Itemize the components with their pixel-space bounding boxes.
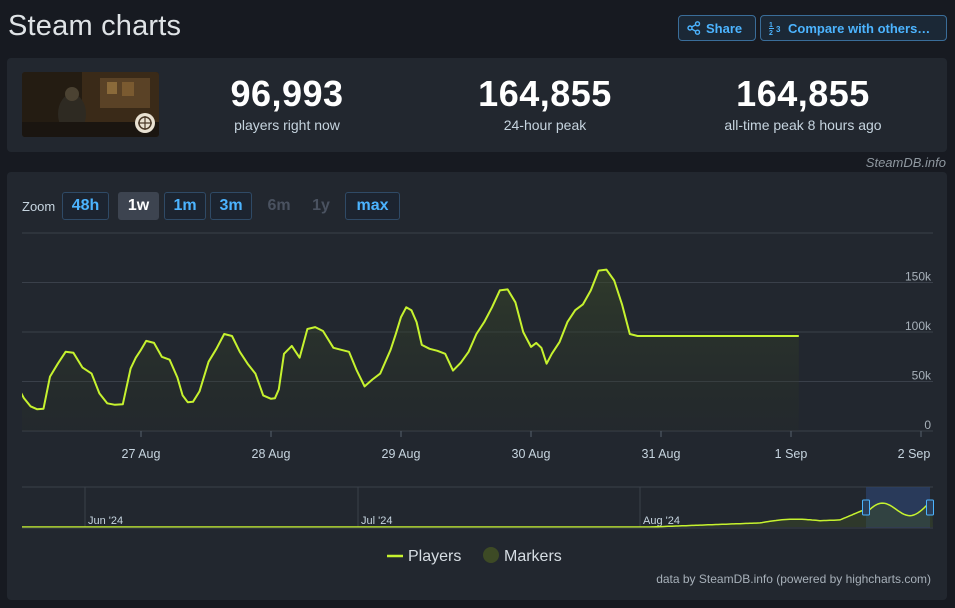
svg-text:3: 3 (776, 25, 781, 34)
stat-24h-peak: 164,855 24-hour peak (445, 73, 645, 134)
stat-all-time-peak: 164,855 all-time peak 8 hours ago (687, 73, 919, 134)
compare-button[interactable]: 1 2 3 Compare with others… (760, 15, 947, 41)
chart-card: Zoom 48h 1w 1m 3m 6m 1y max (7, 172, 947, 600)
game-thumbnail[interactable] (22, 72, 159, 137)
share-label: Share (706, 20, 743, 36)
stat-label: players right now (234, 117, 340, 133)
zoom-label: Zoom (22, 199, 56, 214)
stat-label: 24-hour peak (503, 117, 587, 133)
watermark: SteamDB.info (865, 155, 946, 170)
compare-icon: 1 2 3 (769, 22, 781, 36)
zoom-button-1m[interactable]: 1m (164, 192, 206, 220)
zoom-button-1w[interactable]: 1w (118, 192, 159, 220)
stat-value: 164,855 (736, 73, 870, 114)
zoom-button-48h[interactable]: 48h (62, 192, 109, 220)
svg-text:1: 1 (769, 22, 773, 29)
zoom-button-3m[interactable]: 3m (210, 192, 252, 220)
stat-label: all-time peak 8 hours ago (724, 117, 882, 133)
stat-value: 96,993 (230, 73, 344, 114)
zoom-button-6m: 6m (267, 197, 291, 214)
page-title: Steam charts (8, 10, 182, 42)
svg-text:2: 2 (769, 30, 773, 36)
stats-card: 96,993 players right now 164,855 24-hour… (7, 58, 947, 152)
share-button[interactable]: Share (678, 15, 756, 41)
stat-value: 164,855 (478, 73, 612, 114)
zoom-button-max[interactable]: max (345, 192, 400, 220)
compare-label: Compare with others… (788, 20, 931, 36)
stat-current-players: 96,993 players right now (187, 73, 387, 134)
share-icon (687, 21, 701, 35)
zoom-button-1y: 1y (312, 197, 330, 214)
